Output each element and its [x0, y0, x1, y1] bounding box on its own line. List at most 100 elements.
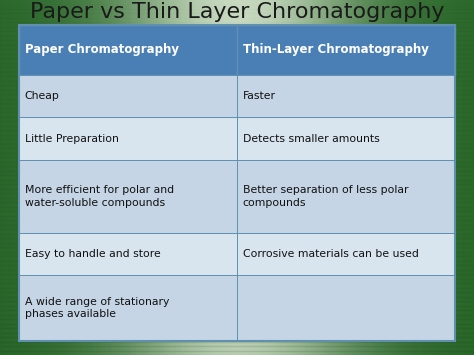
Bar: [348, 0, 350, 355]
Bar: [0, 279, 474, 283]
Bar: [33, 0, 36, 355]
Bar: [0, 139, 474, 144]
Bar: [19, 0, 21, 355]
Bar: [21, 0, 24, 355]
Bar: [219, 0, 221, 355]
Bar: [0, 72, 474, 76]
Bar: [81, 0, 83, 355]
Bar: [367, 0, 369, 355]
Bar: [102, 0, 105, 355]
Bar: [117, 0, 119, 355]
Bar: [0, 5, 474, 9]
Bar: [12, 0, 14, 355]
Bar: [0, 342, 474, 346]
Bar: [136, 0, 138, 355]
Bar: [255, 0, 257, 355]
Bar: [419, 0, 421, 355]
Bar: [295, 0, 298, 355]
Bar: [465, 0, 467, 355]
Bar: [57, 0, 60, 355]
Bar: [393, 0, 395, 355]
Bar: [224, 0, 226, 355]
Bar: [0, 63, 474, 67]
Bar: [0, 306, 474, 310]
Bar: [72, 0, 74, 355]
Bar: [241, 0, 243, 355]
Bar: [0, 180, 474, 184]
Bar: [0, 103, 474, 108]
Bar: [312, 0, 314, 355]
Bar: [243, 0, 246, 355]
Bar: [357, 0, 360, 355]
Bar: [62, 0, 64, 355]
Bar: [64, 0, 67, 355]
Bar: [365, 0, 367, 355]
Bar: [0, 333, 474, 337]
Bar: [67, 0, 69, 355]
Bar: [55, 0, 57, 355]
Bar: [398, 0, 400, 355]
Bar: [200, 0, 202, 355]
Bar: [98, 0, 100, 355]
Bar: [407, 0, 410, 355]
Bar: [0, 202, 474, 207]
Bar: [0, 216, 474, 220]
Bar: [410, 0, 412, 355]
Bar: [0, 225, 474, 229]
Bar: [76, 0, 79, 355]
Bar: [114, 0, 117, 355]
Bar: [167, 0, 169, 355]
Bar: [210, 0, 212, 355]
Bar: [0, 153, 474, 157]
Bar: [0, 0, 474, 5]
Bar: [162, 0, 164, 355]
Bar: [19, 160, 455, 233]
Bar: [19, 275, 455, 341]
Bar: [248, 0, 250, 355]
Bar: [276, 0, 279, 355]
Bar: [124, 0, 126, 355]
Bar: [74, 0, 76, 355]
Bar: [0, 13, 474, 18]
Bar: [179, 0, 181, 355]
Bar: [455, 0, 457, 355]
Bar: [91, 0, 93, 355]
Bar: [19, 233, 455, 275]
Bar: [233, 0, 236, 355]
Bar: [205, 0, 207, 355]
Bar: [253, 0, 255, 355]
Bar: [183, 0, 186, 355]
Bar: [334, 0, 336, 355]
Bar: [2, 0, 5, 355]
Bar: [441, 0, 443, 355]
Bar: [429, 0, 431, 355]
Bar: [176, 0, 179, 355]
Bar: [0, 148, 474, 153]
Bar: [395, 0, 398, 355]
Bar: [353, 0, 355, 355]
Bar: [0, 292, 474, 296]
Bar: [302, 0, 305, 355]
Bar: [400, 0, 402, 355]
Bar: [379, 0, 381, 355]
Bar: [272, 0, 274, 355]
Text: Paper vs Thin Layer Chromatography: Paper vs Thin Layer Chromatography: [30, 2, 444, 22]
Bar: [462, 0, 465, 355]
Bar: [257, 0, 260, 355]
Bar: [246, 0, 248, 355]
Bar: [0, 0, 2, 355]
Bar: [138, 0, 140, 355]
Bar: [0, 252, 474, 256]
Bar: [324, 0, 326, 355]
Bar: [0, 274, 474, 279]
Bar: [0, 269, 474, 274]
Bar: [5, 0, 7, 355]
Bar: [355, 0, 357, 355]
Bar: [95, 0, 98, 355]
Bar: [24, 0, 26, 355]
Bar: [402, 0, 405, 355]
Bar: [43, 0, 45, 355]
Bar: [250, 0, 253, 355]
Bar: [0, 67, 474, 72]
Bar: [0, 220, 474, 225]
